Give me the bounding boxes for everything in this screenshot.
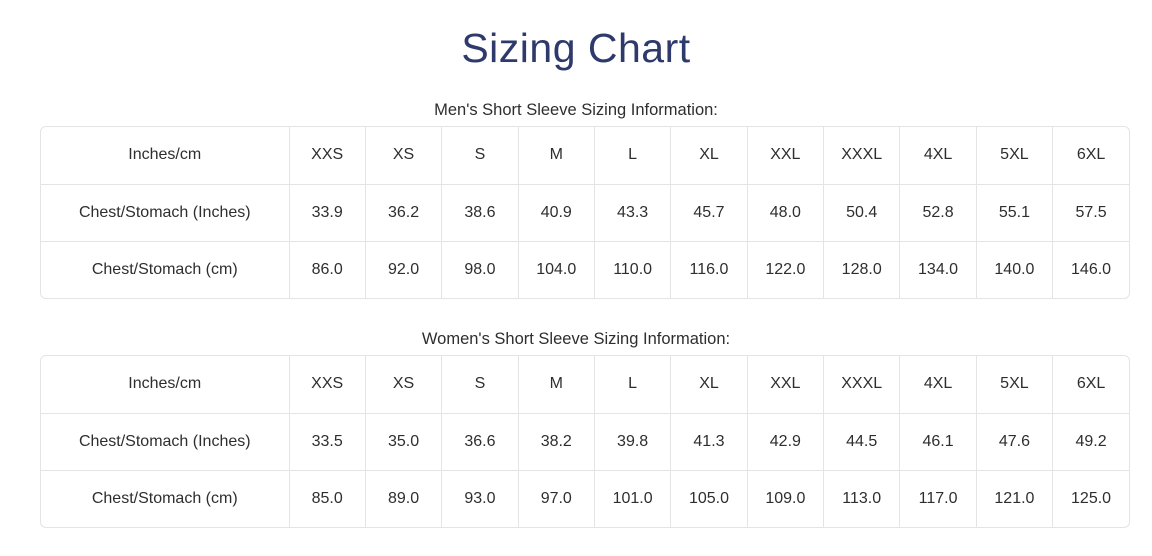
size-value-cell: 38.2 — [518, 413, 595, 471]
size-value-cell: 97.0 — [518, 470, 595, 527]
size-column-header: XXXL — [823, 127, 901, 185]
size-value-cell: 116.0 — [670, 241, 748, 298]
size-column-header: XXXL — [823, 356, 901, 414]
size-value-cell: 52.8 — [899, 184, 977, 242]
section-womens-sizing: Women's Short Sleeve Sizing Information:… — [0, 329, 1152, 528]
size-value-cell: 57.5 — [1052, 184, 1129, 242]
size-column-header: L — [594, 127, 672, 185]
table-row: Chest/Stomach (Inches) 33.5 35.0 36.6 38.2 39… — [41, 413, 1129, 471]
size-value-cell: 40.9 — [518, 184, 595, 242]
size-value-cell: 89.0 — [365, 470, 443, 527]
size-header-row: Inches/cm XXS XS S M L XL XXL XXXL 4XL 5XL 6XL — [41, 356, 1129, 414]
size-value-cell: 117.0 — [899, 470, 977, 527]
size-value-cell: 105.0 — [670, 470, 748, 527]
size-value-cell: 134.0 — [899, 241, 977, 298]
size-value-cell: 85.0 — [289, 470, 366, 527]
row-label-cell: Chest/Stomach (Inches) — [41, 184, 290, 242]
size-value-cell: 39.8 — [594, 413, 672, 471]
mens-sizing-table-container: Inches/cm XXS XS S M L XL XXL XXXL 4XL 5XL 6XL Ches… — [40, 126, 1130, 299]
size-header-row: Inches/cm XXS XS S M L XL XXL XXXL 4XL 5XL 6XL — [41, 127, 1129, 185]
size-value-cell: 101.0 — [594, 470, 672, 527]
size-value-cell: 36.2 — [365, 184, 443, 242]
size-value-cell: 93.0 — [441, 470, 519, 527]
size-value-cell: 48.0 — [747, 184, 825, 242]
size-value-cell: 98.0 — [441, 241, 519, 298]
size-value-cell: 146.0 — [1071, 260, 1112, 278]
size-column-header: M — [518, 127, 595, 185]
size-value-cell: 92.0 — [365, 241, 443, 298]
row-label-cell: Chest/Stomach (cm) — [41, 241, 290, 298]
size-column-header: S — [441, 127, 519, 185]
size-value-cell: 42.9 — [747, 413, 825, 471]
womens-section-heading: Women's Short Sleeve Sizing Information: — [421, 330, 731, 348]
size-value-cell: 86.0 — [289, 241, 366, 298]
size-column-header: XXL — [747, 127, 825, 185]
size-value-cell: 47.6 — [976, 413, 1054, 471]
size-value-cell: 109.0 — [747, 470, 825, 527]
size-column-header: XS — [365, 127, 443, 185]
size-column-header: L — [594, 356, 672, 414]
table-row: Chest/Stomach (cm) 85.0 89.0 93.0 97.0 101.0 1… — [41, 470, 1129, 527]
size-value-cell: 36.6 — [441, 413, 519, 471]
size-value-cell: 110.0 — [594, 241, 672, 298]
page-title: Sizing Chart — [461, 25, 691, 71]
size-column-header: 5XL — [976, 356, 1054, 414]
size-value-cell: 35.0 — [365, 413, 443, 471]
size-value-cell: 45.7 — [670, 184, 748, 242]
size-column-header: S — [441, 356, 519, 414]
unit-header-cell: Inches/cm — [41, 356, 290, 414]
row-label-cell: Chest/Stomach (Inches) — [41, 413, 290, 471]
size-value-cell: 125.0 — [1071, 489, 1112, 507]
size-value-cell: 128.0 — [823, 241, 901, 298]
mens-sizing-table: Inches/cm XXS XS S M L XL XXL XXXL 4XL 5XL 6XL Ches… — [41, 127, 1129, 298]
size-value-cell: 55.1 — [976, 184, 1054, 242]
size-column-header: XXS — [289, 356, 366, 414]
size-column-header: M — [518, 356, 595, 414]
mens-section-heading: Men's Short Sleeve Sizing Information: — [434, 101, 718, 119]
size-column-header: 4XL — [899, 356, 977, 414]
size-column-header: 5XL — [976, 127, 1054, 185]
size-column-header: XL — [670, 127, 748, 185]
size-column-header: XXS — [289, 127, 366, 185]
size-column-header: XL — [670, 356, 748, 414]
size-value-cell: 44.5 — [823, 413, 901, 471]
size-column-header: XS — [365, 356, 443, 414]
size-column-header: 6XL — [1052, 356, 1129, 414]
size-column-header: XXL — [747, 356, 825, 414]
size-value-cell: 46.1 — [899, 413, 977, 471]
size-value-cell: 140.0 — [976, 241, 1054, 298]
size-value-cell: 49.2 — [1052, 413, 1129, 471]
size-value-cell: 43.3 — [594, 184, 672, 242]
size-value-cell: 33.5 — [289, 413, 366, 471]
size-value-cell: 33.9 — [289, 184, 366, 242]
size-value-cell: 41.3 — [670, 413, 748, 471]
size-value-cell: 104.0 — [518, 241, 595, 298]
size-value-cell: 121.0 — [976, 470, 1054, 527]
size-value-cell: 113.0 — [823, 470, 901, 527]
size-value-cell: 50.4 — [823, 184, 901, 242]
size-value-cell: 122.0 — [747, 241, 825, 298]
size-column-header: 4XL — [899, 127, 977, 185]
womens-sizing-table: Inches/cm XXS XS S M L XL XXL XXXL 4XL 5XL 6XL Ches… — [41, 356, 1129, 527]
unit-header-cell: Inches/cm — [41, 127, 290, 185]
size-column-header: 6XL — [1052, 127, 1129, 185]
size-value-cell: 38.6 — [441, 184, 519, 242]
sizing-chart-page: Sizing Chart Men's Short Sleeve Sizing I… — [0, 24, 1152, 528]
table-row: Chest/Stomach (Inches) 33.9 36.2 38.6 40.9 43… — [41, 184, 1129, 242]
section-mens-sizing: Men's Short Sleeve Sizing Information: I… — [0, 100, 1152, 299]
womens-sizing-table-container: Inches/cm XXS XS S M L XL XXL XXXL 4XL 5XL 6XL Ches… — [40, 355, 1130, 528]
table-row: Chest/Stomach (cm) 86.0 92.0 98.0 104.0 110.0… — [41, 241, 1129, 298]
row-label-cell: Chest/Stomach (cm) — [41, 470, 290, 527]
